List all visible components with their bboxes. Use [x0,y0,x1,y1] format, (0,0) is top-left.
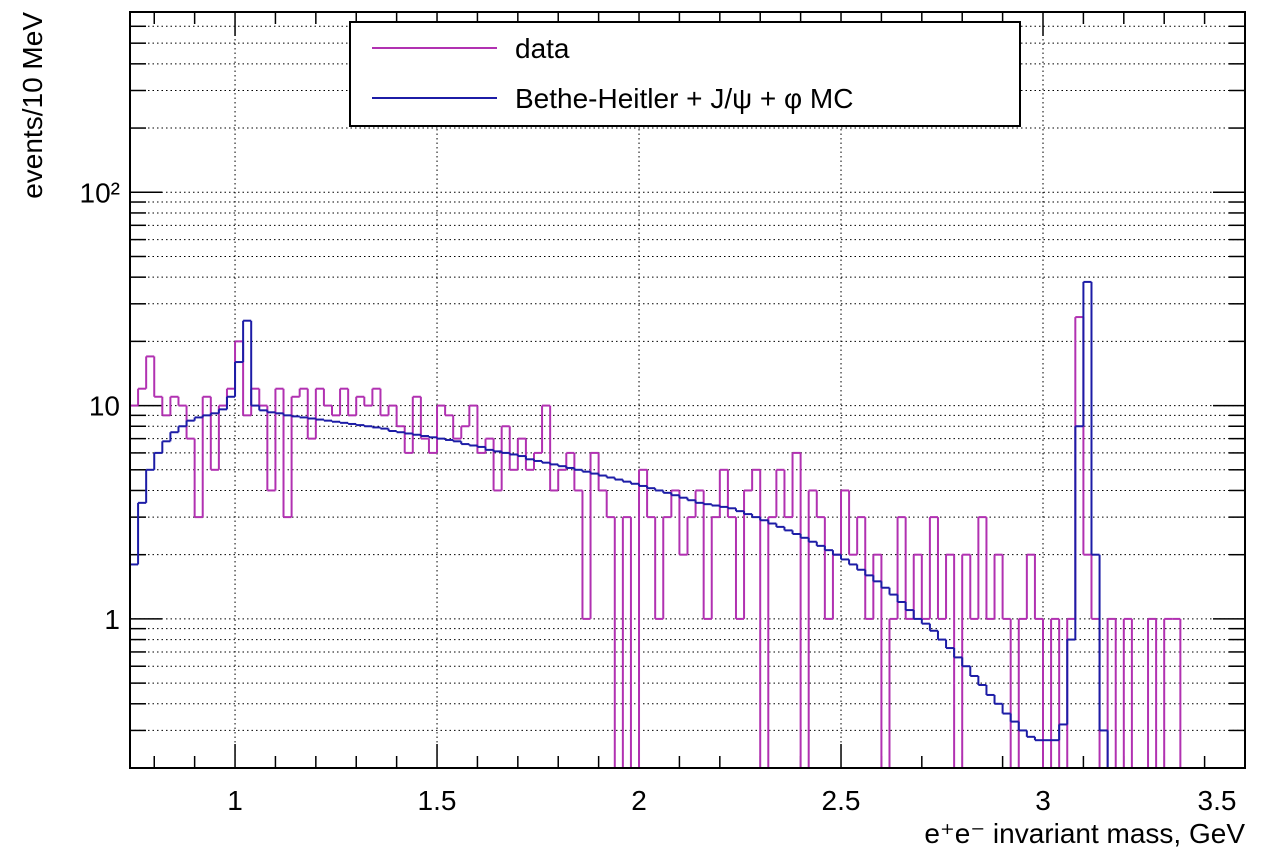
x-tick-label: 2 [631,785,647,816]
legend-box [349,21,1021,127]
y-tick-label: 1 [104,604,120,635]
x-tick-label: 3.5 [1198,785,1237,816]
x-tick-label: 3 [1035,785,1051,816]
x-tick-label: 2.5 [822,785,861,816]
y-tick-label: 10² [80,177,120,208]
x-axis-title: e⁺e⁻ invariant mass, GeV [924,818,1245,849]
x-tick-label: 1 [227,785,243,816]
y-axis-title: events/10 MeV [17,12,48,199]
legend-label: data [515,33,570,64]
plot-frame [129,11,1246,769]
y-tick-label: 10 [89,391,120,422]
x-tick-label: 1.5 [418,785,457,816]
histogram-series [130,316,1245,769]
legend-label: Bethe-Heitler + J/ψ + φ MC [515,83,853,114]
